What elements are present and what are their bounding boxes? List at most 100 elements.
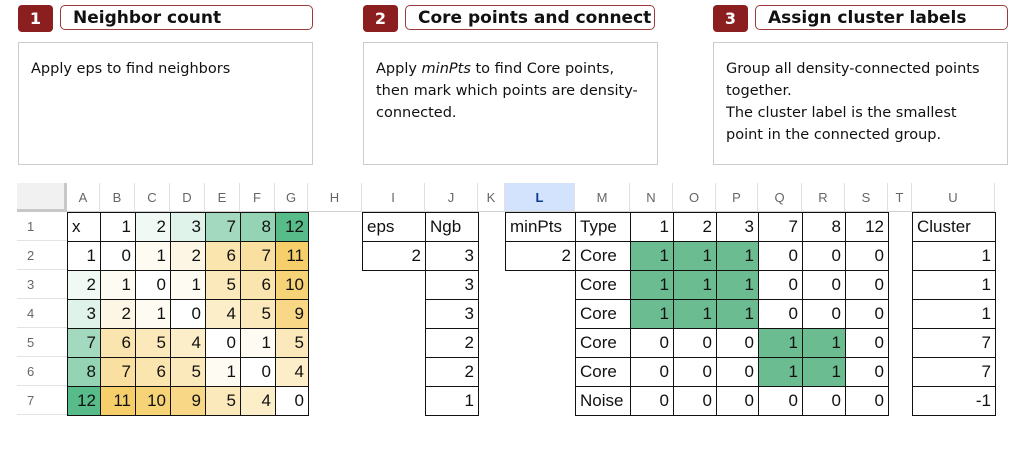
column-header-S[interactable]: S (845, 183, 888, 212)
column-header-O[interactable]: O (673, 183, 716, 212)
distance-cell[interactable]: 6 (135, 357, 171, 387)
distance-cell[interactable]: 2 (170, 241, 206, 271)
distance-cell[interactable]: 5 (205, 386, 241, 416)
ngb-label-cell[interactable]: Ngb (425, 212, 479, 242)
column-header-N[interactable]: N (630, 183, 673, 212)
connect-header-cell[interactable]: 7 (758, 212, 803, 242)
distance-cell[interactable]: 10 (275, 270, 309, 300)
matrix-row-label-cell[interactable]: 2 (67, 270, 101, 300)
connect-cell[interactable]: 0 (845, 357, 889, 387)
distance-cell[interactable]: 6 (240, 270, 276, 300)
eps-value-cell[interactable]: 2 (362, 241, 426, 271)
row-header-7[interactable]: 7 (17, 386, 67, 415)
distance-cell[interactable]: 0 (205, 328, 241, 358)
column-header-Q[interactable]: Q (758, 183, 802, 212)
distance-cell[interactable]: 0 (170, 299, 206, 329)
matrix-header-cell[interactable]: 8 (240, 212, 276, 242)
connect-header-cell[interactable]: 1 (630, 212, 674, 242)
connect-cell[interactable]: 0 (845, 299, 889, 329)
distance-cell[interactable]: 5 (240, 299, 276, 329)
connect-cell[interactable]: 0 (716, 328, 759, 358)
connect-cell[interactable]: 0 (802, 386, 846, 416)
row-header-3[interactable]: 3 (17, 270, 67, 299)
connect-cell[interactable]: 1 (673, 299, 717, 329)
connect-cell[interactable]: 1 (630, 241, 674, 271)
column-header-J[interactable]: J (425, 183, 478, 212)
column-header-U[interactable]: U (912, 183, 995, 212)
type-cell[interactable]: Noise (575, 386, 631, 416)
row-header-5[interactable]: 5 (17, 328, 67, 357)
connect-cell[interactable]: 0 (802, 270, 846, 300)
connect-cell[interactable]: 0 (758, 299, 803, 329)
matrix-row-label-cell[interactable]: 8 (67, 357, 101, 387)
matrix-header-cell[interactable]: 12 (275, 212, 309, 242)
matrix-row-label-cell[interactable]: 1 (67, 241, 101, 271)
matrix-header-cell[interactable]: 1 (100, 212, 136, 242)
column-header-H[interactable]: H (308, 183, 362, 212)
distance-cell[interactable]: 11 (100, 386, 136, 416)
distance-cell[interactable]: 6 (100, 328, 136, 358)
column-header-P[interactable]: P (716, 183, 758, 212)
connect-cell[interactable]: 0 (673, 357, 717, 387)
connect-cell[interactable]: 0 (845, 241, 889, 271)
connect-cell[interactable]: 0 (716, 386, 759, 416)
distance-cell[interactable]: 4 (205, 299, 241, 329)
distance-cell[interactable]: 4 (240, 386, 276, 416)
distance-cell[interactable]: 1 (135, 241, 171, 271)
distance-cell[interactable]: 9 (170, 386, 206, 416)
matrix-header-cell[interactable]: 2 (135, 212, 171, 242)
ngb-value-cell[interactable]: 3 (425, 270, 479, 300)
distance-cell[interactable]: 10 (135, 386, 171, 416)
connect-cell[interactable]: 1 (673, 270, 717, 300)
connect-cell[interactable]: 1 (716, 241, 759, 271)
distance-cell[interactable]: 5 (205, 270, 241, 300)
ngb-value-cell[interactable]: 2 (425, 357, 479, 387)
distance-cell[interactable]: 11 (275, 241, 309, 271)
cluster-value-cell[interactable]: 1 (912, 299, 996, 329)
row-header-4[interactable]: 4 (17, 299, 67, 328)
connect-cell[interactable]: 0 (845, 270, 889, 300)
connect-cell[interactable]: 0 (630, 328, 674, 358)
connect-cell[interactable]: 1 (673, 241, 717, 271)
connect-cell[interactable]: 0 (630, 357, 674, 387)
row-header-1[interactable]: 1 (17, 212, 67, 241)
type-cell[interactable]: Core (575, 357, 631, 387)
connect-cell[interactable]: 1 (802, 328, 846, 358)
distance-cell[interactable]: 5 (135, 328, 171, 358)
matrix-header-cell[interactable]: 3 (170, 212, 206, 242)
column-header-A[interactable]: A (67, 183, 100, 212)
distance-cell[interactable]: 5 (170, 357, 206, 387)
matrix-row-label-cell[interactable]: 12 (67, 386, 101, 416)
distance-cell[interactable]: 4 (170, 328, 206, 358)
connect-cell[interactable]: 0 (802, 299, 846, 329)
matrix-row-label-cell[interactable]: 3 (67, 299, 101, 329)
column-header-C[interactable]: C (135, 183, 170, 212)
matrix-corner-cell[interactable]: x (67, 212, 101, 242)
column-header-F[interactable]: F (240, 183, 275, 212)
column-header-R[interactable]: R (802, 183, 845, 212)
type-cell[interactable]: Core (575, 328, 631, 358)
ngb-value-cell[interactable]: 1 (425, 386, 479, 416)
connect-cell[interactable]: 1 (758, 328, 803, 358)
column-header-E[interactable]: E (205, 183, 240, 212)
column-header-I[interactable]: I (362, 183, 425, 212)
distance-cell[interactable]: 0 (275, 386, 309, 416)
distance-cell[interactable]: 6 (205, 241, 241, 271)
connect-cell[interactable]: 1 (716, 270, 759, 300)
connect-header-cell[interactable]: 3 (716, 212, 759, 242)
distance-cell[interactable]: 0 (240, 357, 276, 387)
column-header-B[interactable]: B (100, 183, 135, 212)
connect-cell[interactable]: 0 (845, 328, 889, 358)
connect-cell[interactable]: 0 (758, 386, 803, 416)
type-cell[interactable]: Core (575, 299, 631, 329)
column-header-K[interactable]: K (478, 183, 505, 212)
distance-cell[interactable]: 4 (275, 357, 309, 387)
connect-cell[interactable]: 0 (758, 270, 803, 300)
matrix-header-cell[interactable]: 7 (205, 212, 241, 242)
minpts-value-cell[interactable]: 2 (505, 241, 576, 271)
distance-cell[interactable]: 0 (100, 241, 136, 271)
connect-cell[interactable]: 1 (758, 357, 803, 387)
connect-cell[interactable]: 0 (673, 328, 717, 358)
connect-cell[interactable]: 1 (630, 299, 674, 329)
type-cell[interactable]: Core (575, 270, 631, 300)
